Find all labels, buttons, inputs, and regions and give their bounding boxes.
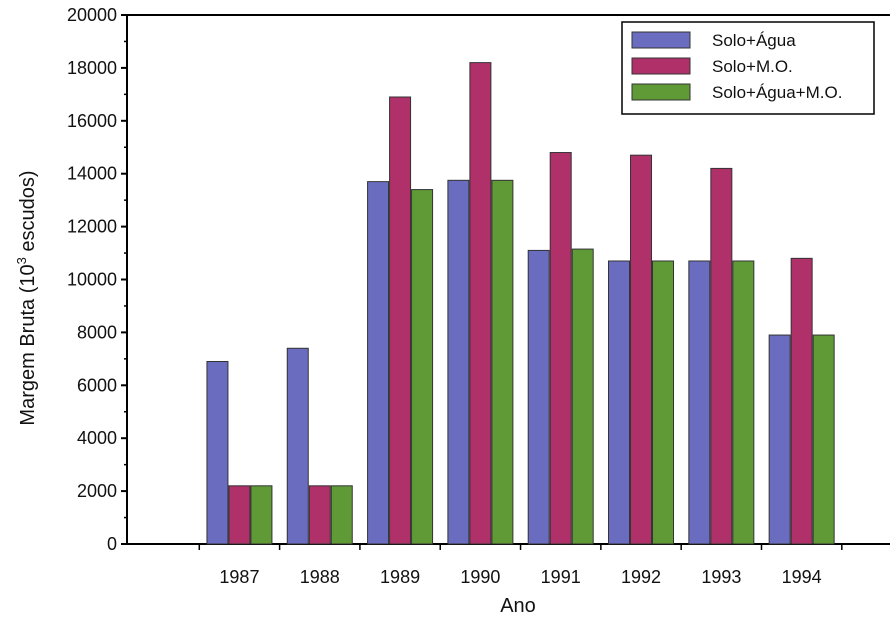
x-tick-label: 1993 xyxy=(701,567,741,587)
chart-legend: Solo+Água Solo+M.O. Solo+Água+M.O. xyxy=(621,21,875,115)
bar-1994-series-2 xyxy=(790,257,813,545)
bar-1992-series-2 xyxy=(630,154,653,545)
y-tick-label: 10000 xyxy=(67,270,117,290)
x-tick-label: 1991 xyxy=(541,567,581,587)
y-tick-label: 14000 xyxy=(67,164,117,184)
y-axis-ticks: 0 2000 4000 6000 8000 10000 12000 14000 16000 180… xyxy=(67,5,127,554)
bar-1988-series-2 xyxy=(308,485,331,545)
legend-swatch xyxy=(631,57,691,75)
bar-1994-series-3 xyxy=(812,334,835,545)
bar-1988-series-3 xyxy=(330,485,353,545)
y-tick-label: 20000 xyxy=(67,5,117,25)
x-tick-label: 1992 xyxy=(621,567,661,587)
bar-1991-series-2 xyxy=(549,152,572,545)
y-tick-label: 4000 xyxy=(77,428,117,448)
bar-1987-series-3 xyxy=(250,485,273,545)
x-axis-title: Ano xyxy=(500,595,536,617)
x-tick-label: 1990 xyxy=(460,567,500,587)
bar-1987-series-1 xyxy=(206,360,229,545)
bar-1992-series-1 xyxy=(608,260,631,545)
legend-label: Solo+Água xyxy=(712,31,796,50)
bar-1990-series-3 xyxy=(491,179,514,545)
bar-1993-series-3 xyxy=(732,260,755,545)
bar-1987-series-2 xyxy=(228,485,251,545)
y-tick-label: 6000 xyxy=(77,375,117,395)
y-tick-label: 16000 xyxy=(67,111,117,131)
y-axis-title: Margem Bruta (103 escudos) xyxy=(14,170,39,425)
y-tick-label: 2000 xyxy=(77,481,117,501)
y-tick-label: 12000 xyxy=(67,217,117,237)
bar-1989-series-3 xyxy=(411,189,434,545)
x-tick-label: 1988 xyxy=(300,567,340,587)
legend-label: Solo+Água+M.O. xyxy=(712,83,842,102)
bar-1994-series-1 xyxy=(768,334,791,545)
bar-1991-series-3 xyxy=(571,248,594,545)
bar-1992-series-3 xyxy=(652,260,675,545)
y-tick-label: 0 xyxy=(107,534,117,554)
y-axis-title-suffix: escudos) xyxy=(17,170,39,257)
y-tick-label: 18000 xyxy=(67,58,117,78)
legend-label: Solo+M.O. xyxy=(712,57,793,76)
bar-1990-series-1 xyxy=(447,179,470,545)
bar-1993-series-2 xyxy=(710,167,733,545)
y-axis-title-prefix: Margem Bruta (10 xyxy=(17,264,39,425)
legend-swatch xyxy=(631,31,691,49)
x-axis-ticks: 1987 1988 1989 1990 1991 1992 1993 1994 xyxy=(198,544,843,587)
bar-1988-series-1 xyxy=(286,347,309,545)
bar-1989-series-1 xyxy=(367,181,390,545)
y-tick-label: 8000 xyxy=(77,322,117,342)
chart-bars xyxy=(206,62,835,545)
x-tick-label: 1989 xyxy=(380,567,420,587)
bar-1989-series-2 xyxy=(389,96,412,545)
y-axis-title-superscript: 3 xyxy=(14,257,29,264)
bar-1991-series-1 xyxy=(527,249,550,545)
x-tick-label: 1987 xyxy=(219,567,259,587)
bar-1993-series-1 xyxy=(688,260,711,545)
legend-swatch xyxy=(631,83,691,101)
x-tick-label: 1994 xyxy=(782,567,822,587)
bar-1990-series-2 xyxy=(469,62,492,545)
